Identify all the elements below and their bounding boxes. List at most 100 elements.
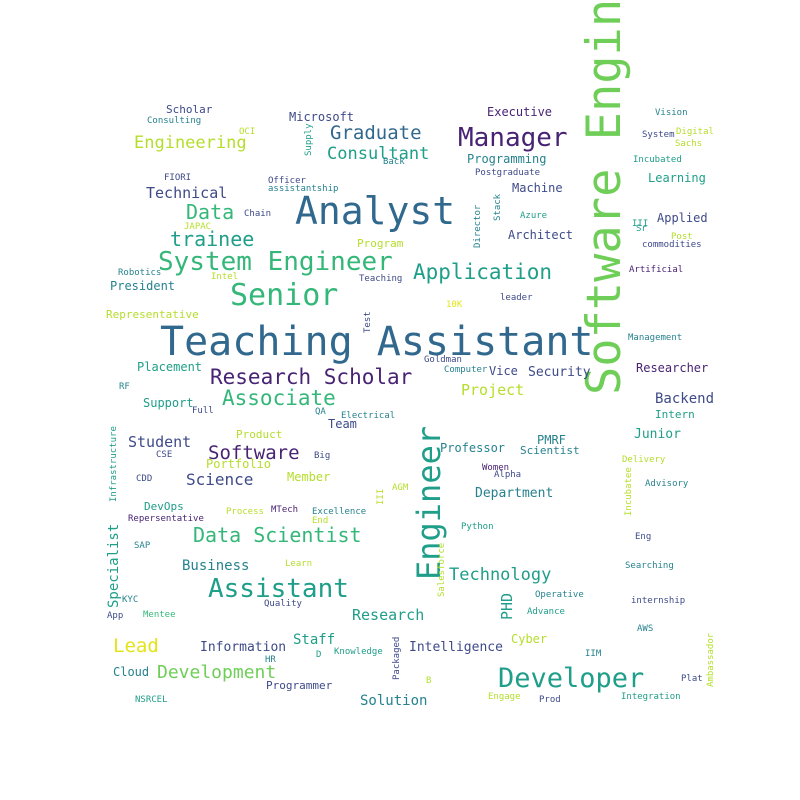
word-program: Program (357, 237, 404, 250)
word-development: Development (157, 662, 276, 683)
word-incubated: Incubated (633, 155, 682, 165)
word-hr: HR (265, 655, 276, 665)
word-kyc: KYC (122, 595, 138, 605)
word-trainee: trainee (170, 227, 254, 251)
word-python: Python (461, 522, 494, 532)
word-product: Product (236, 428, 282, 441)
word-searching: Searching (625, 561, 674, 571)
word-junior: Junior (634, 427, 681, 442)
word-cse: CSE (156, 450, 172, 460)
word-application: Application (413, 260, 552, 284)
word-delivery: Delivery (622, 455, 666, 465)
word-full: Full (192, 406, 214, 416)
word-repersentative: Repersentative (128, 514, 204, 524)
word-teaching-assistant: Teaching Assistant (160, 319, 593, 365)
word-artificial: Artificial (629, 265, 683, 275)
word-packaged: Packaged (392, 637, 402, 680)
word-solution: Solution (360, 693, 427, 709)
word-iii: III (632, 219, 648, 229)
word-vision: Vision (655, 108, 688, 118)
word-technology: Technology (449, 565, 551, 585)
word-security: Security (528, 365, 591, 380)
word-vice: Vice (489, 364, 518, 378)
word-professor: Professor (440, 441, 505, 455)
word-teaching: Teaching (359, 274, 402, 284)
word-aws: AWS (637, 624, 653, 634)
word-alpha: Alpha (494, 470, 521, 480)
word-operative: Operative (535, 590, 584, 600)
word-consulting: Consulting (147, 116, 201, 126)
word-cloud: Cloud (113, 665, 149, 679)
word-consultant: Consultant (327, 144, 429, 164)
word-infrastructure: Infrastructure (109, 426, 119, 502)
word-goldman: Goldman (424, 355, 462, 365)
word-salesforce: Salesforce (437, 543, 447, 597)
word-nsrcel: NSRCEL (135, 695, 168, 705)
word-incubatee: Incubatee (624, 467, 634, 516)
word-project: Project (461, 381, 524, 399)
word-associate: Associate (222, 386, 336, 410)
word-member: Member (287, 470, 330, 484)
word-staff: Staff (293, 632, 335, 648)
word-cyber: Cyber (511, 632, 547, 646)
word-sr: Sr (636, 224, 647, 234)
word-engage: Engage (488, 692, 521, 702)
word-scientist: Scientist (520, 444, 580, 457)
word-learn: Learn (285, 559, 312, 569)
word-prod: Prod (539, 695, 561, 705)
word-intern: Intern (655, 408, 695, 421)
word-b: B (426, 676, 431, 686)
word-business: Business (182, 558, 249, 574)
word-fiori: FIORI (164, 173, 191, 183)
word-commodities: commodities (642, 240, 702, 250)
word-president: President (110, 279, 175, 293)
word-machine: Machine (512, 181, 563, 195)
word-student: Student (128, 433, 191, 451)
word-programming: Programming (467, 152, 546, 166)
word-leader: leader (500, 293, 533, 303)
word-graduate: Graduate (330, 122, 422, 144)
word-officer: Officer (268, 176, 307, 186)
word-support: Support (143, 396, 194, 410)
word-microsoft: Microsoft (289, 110, 354, 124)
word-integration: Integration (621, 692, 681, 702)
word-women: Women (482, 463, 509, 473)
word-cdd: CDD (136, 474, 152, 484)
word-executive: Executive (487, 105, 552, 119)
word-mtech: MTech (271, 505, 298, 515)
word-japac: JAPAC (184, 222, 211, 232)
word-system-engineer: System Engineer (158, 247, 393, 277)
word-backend: Backend (655, 391, 714, 407)
word-advisory: Advisory (645, 479, 689, 489)
word-research-scholar: Research Scholar (210, 365, 412, 389)
word-post: Post (671, 232, 693, 242)
word-rf: RF (119, 382, 130, 392)
word-software: Software (208, 442, 300, 464)
word-placement: Placement (137, 360, 202, 374)
word-qa: QA (315, 407, 326, 417)
word-chain: Chain (244, 209, 271, 219)
word-department: Department (475, 486, 553, 501)
word-engineer: Engineer (410, 426, 448, 580)
word-scholar: Scholar (166, 103, 213, 116)
word-intel: Intel (211, 272, 238, 282)
word-big: Big (314, 451, 330, 461)
word-phd: PHD (498, 593, 516, 620)
word-manager: Manager (458, 123, 568, 153)
word-plat: Plat (681, 674, 703, 684)
word-eng: Eng (635, 532, 651, 542)
word-assistantship: assistantship (268, 184, 338, 194)
word-d: D (316, 650, 321, 660)
word-system: System (642, 130, 675, 140)
word-intelligence: Intelligence (409, 640, 503, 655)
word-senior: Senior (230, 278, 338, 313)
word-end: End (312, 516, 328, 526)
word-learning: Learning (648, 171, 706, 185)
word-advance: Advance (527, 607, 565, 617)
word-test: Test (363, 311, 373, 333)
word-electrical: Electrical (341, 411, 395, 421)
word-10k: 10K (446, 300, 463, 310)
word-iim: IIM (585, 649, 602, 659)
word-research: Research (352, 606, 424, 624)
word-team: Team (328, 417, 357, 431)
